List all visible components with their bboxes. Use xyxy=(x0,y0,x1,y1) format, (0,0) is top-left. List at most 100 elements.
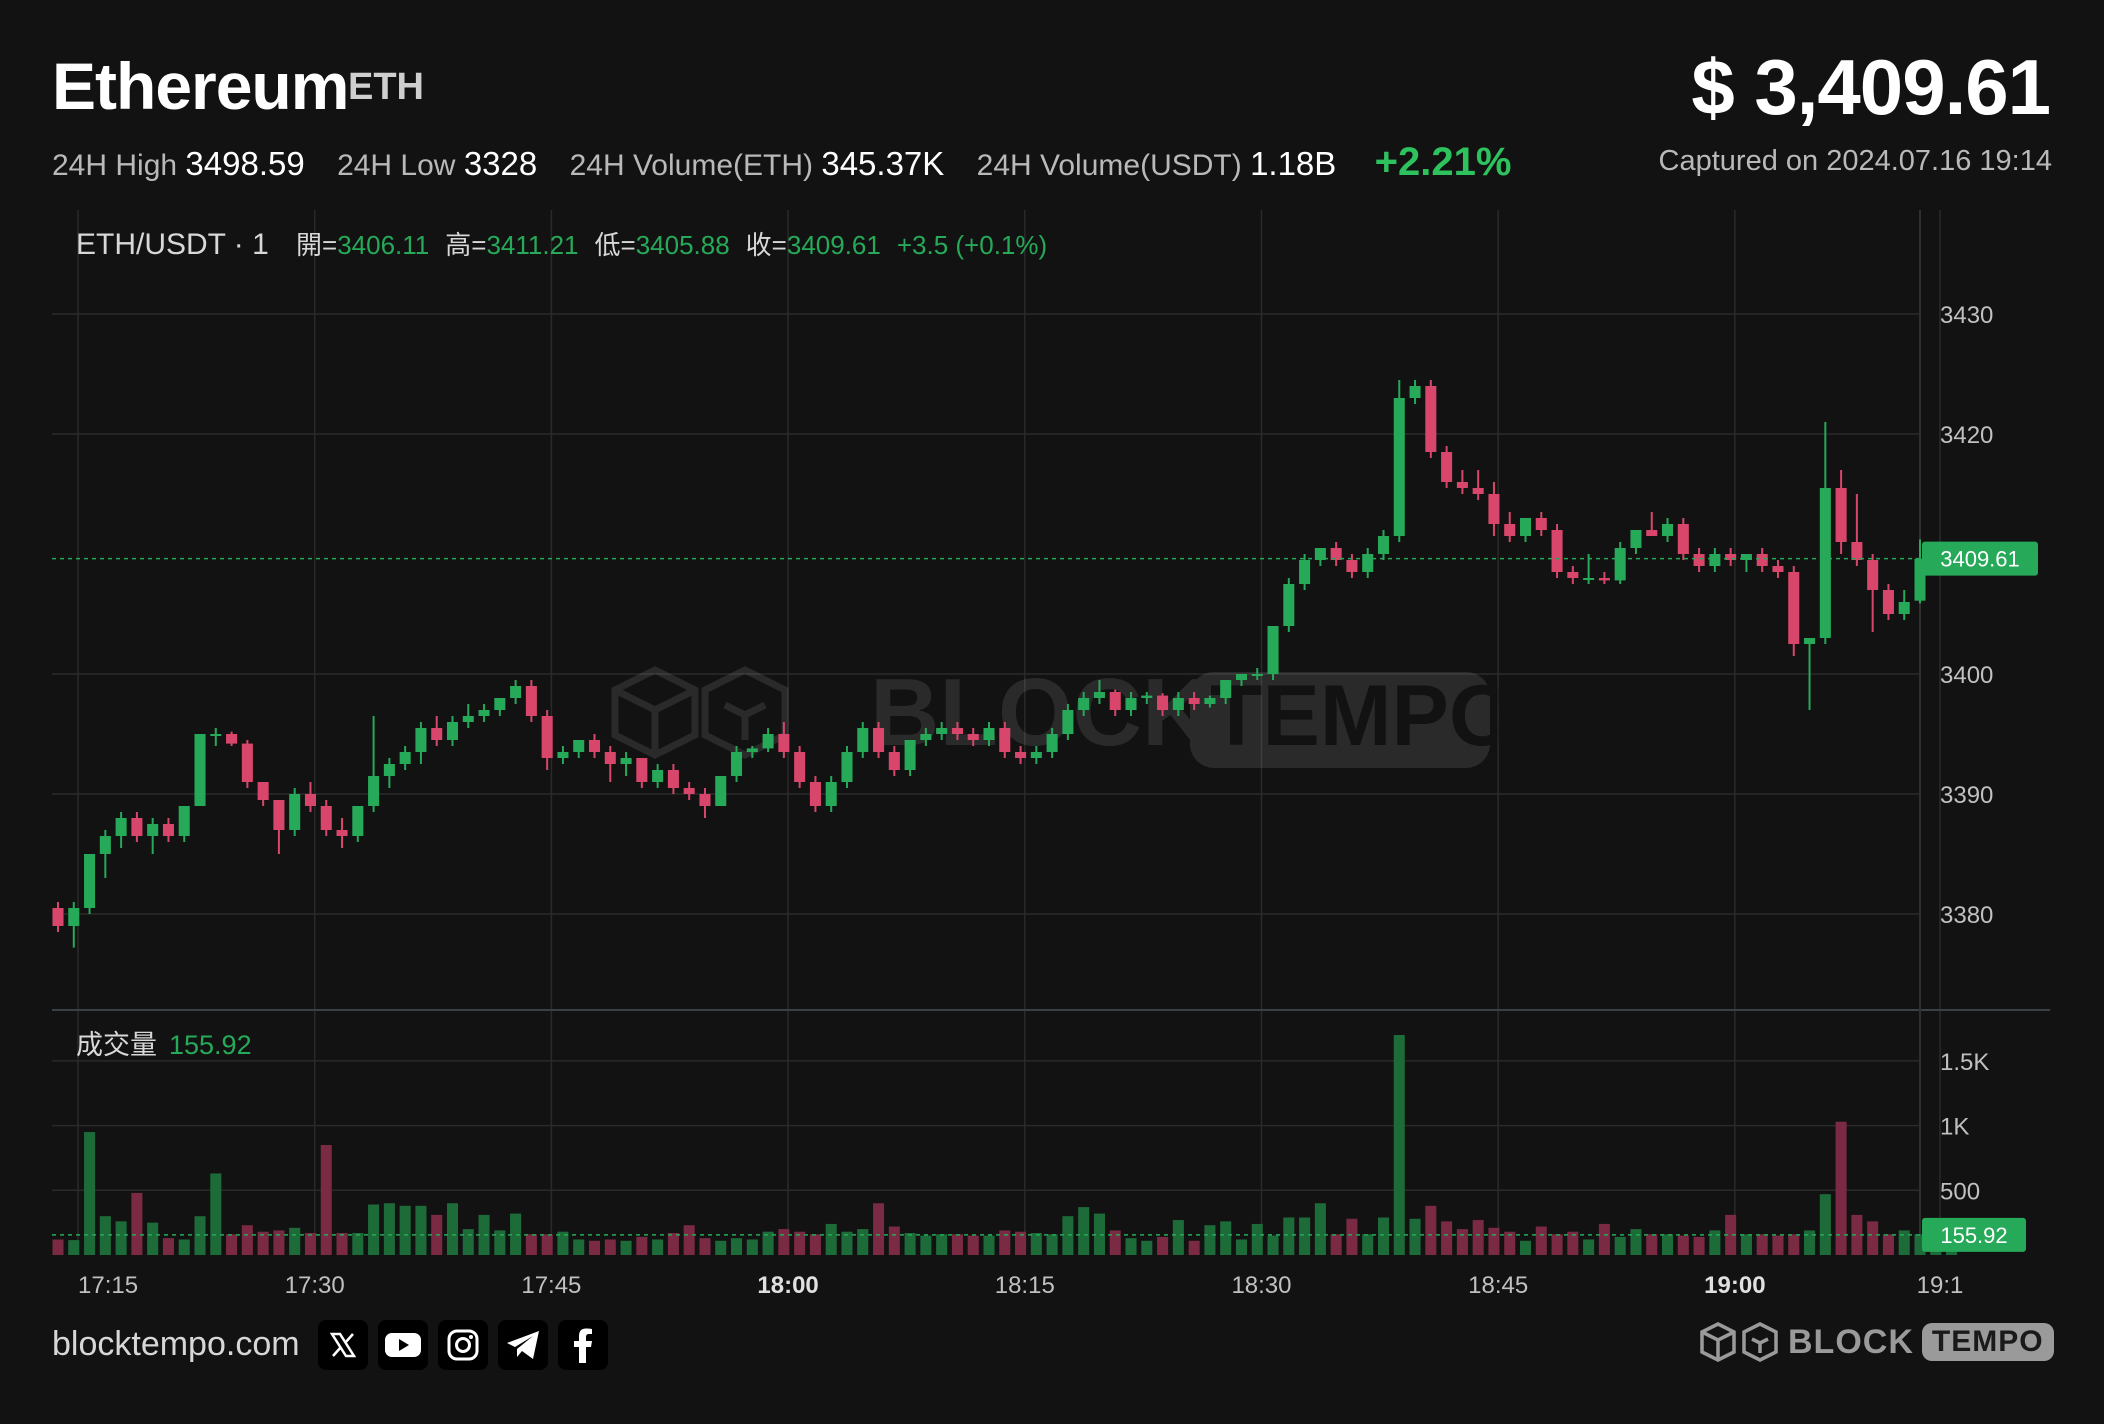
volume-bar xyxy=(1519,1240,1532,1255)
candle xyxy=(462,704,474,728)
candle-body xyxy=(383,764,395,776)
volume-bar xyxy=(336,1233,348,1255)
stat-high-value: 3498.59 xyxy=(185,145,305,182)
candle-body xyxy=(1362,554,1374,572)
candle xyxy=(1172,692,1184,716)
candle-body xyxy=(1157,695,1169,710)
candle-body xyxy=(1614,548,1626,581)
volume-bar xyxy=(1157,1236,1169,1255)
candle-body xyxy=(304,794,316,806)
telegram-icon[interactable] xyxy=(498,1320,548,1370)
candle-body xyxy=(1172,698,1184,710)
social-links xyxy=(318,1320,608,1370)
x-twitter-icon[interactable] xyxy=(318,1320,368,1370)
candle-body xyxy=(888,752,900,770)
price-chart[interactable]: BLOCK TEMPO 3430 3420 3400 3390 3380 1.5K 1K 50… xyxy=(0,200,2104,1300)
candle-body xyxy=(1740,554,1752,560)
candle-body xyxy=(1425,386,1437,452)
candle-body xyxy=(841,752,853,782)
candle-body xyxy=(1504,524,1516,536)
candle-body xyxy=(762,734,774,749)
candle xyxy=(352,806,364,842)
candle-body xyxy=(1535,518,1547,530)
candle xyxy=(68,902,80,948)
candle xyxy=(778,722,790,758)
candle-body xyxy=(84,854,96,908)
candle xyxy=(1725,548,1737,566)
candle xyxy=(541,710,553,770)
candle xyxy=(1898,590,1910,620)
candle-body xyxy=(1015,752,1027,758)
candle-body xyxy=(699,794,711,806)
volume-bar xyxy=(1835,1121,1847,1255)
candle xyxy=(841,746,853,788)
candle xyxy=(289,788,301,836)
candle-body xyxy=(68,908,80,926)
candle xyxy=(368,716,380,812)
volume-bar xyxy=(1299,1217,1311,1255)
candle xyxy=(431,716,443,746)
candle-body xyxy=(115,818,127,836)
last-volume-tag-label: 155.92 xyxy=(1940,1223,2007,1248)
candle xyxy=(857,722,869,758)
volume-bar xyxy=(1393,1035,1405,1255)
candle xyxy=(1456,470,1468,494)
header: Ethereum ETH $ 3,409.61 24H High 3498.59… xyxy=(0,0,2104,200)
close-key: 收= xyxy=(746,230,787,260)
candle xyxy=(131,812,143,842)
stat-vol-usdt-value: 1.18B xyxy=(1250,145,1337,182)
candle xyxy=(241,740,253,788)
blocktempo-logo-icon xyxy=(1700,1322,1778,1362)
candle-body xyxy=(1314,548,1326,560)
volume-bar xyxy=(462,1229,474,1255)
candle xyxy=(1535,512,1547,536)
candle xyxy=(1630,530,1642,554)
volume-bar xyxy=(352,1233,364,1255)
candle-body xyxy=(1283,584,1295,626)
candle-body xyxy=(1772,566,1784,572)
candle-body xyxy=(178,806,190,836)
candle-body xyxy=(1062,710,1074,734)
price-tick-label: 3430 xyxy=(1940,302,1993,329)
low-key: 低= xyxy=(595,230,636,260)
site-url[interactable]: blocktempo.com xyxy=(52,1325,300,1363)
candle-body xyxy=(1377,536,1390,554)
change-percent: +2.21% xyxy=(1374,140,1512,184)
candle-body xyxy=(241,743,253,782)
candle-body xyxy=(1267,626,1279,674)
time-tick-label: 18:30 xyxy=(1231,1272,1291,1299)
volume-bar xyxy=(904,1233,916,1255)
youtube-icon[interactable] xyxy=(378,1320,428,1370)
candle xyxy=(683,782,695,800)
facebook-icon[interactable] xyxy=(558,1320,608,1370)
volume-bar xyxy=(162,1238,174,1255)
candle-body xyxy=(746,748,758,752)
candle xyxy=(1551,524,1563,578)
watermark-logo: BLOCK TEMPO xyxy=(611,659,1516,768)
volume-bar xyxy=(1867,1221,1879,1255)
volume-bar xyxy=(715,1240,727,1255)
volume-bar xyxy=(1677,1235,1689,1255)
candle xyxy=(1441,446,1453,488)
candle xyxy=(1598,572,1610,584)
volume-bar xyxy=(778,1229,790,1255)
candle xyxy=(1804,638,1816,710)
candle xyxy=(1882,584,1894,620)
stat-low-value: 3328 xyxy=(463,145,538,182)
volume-tick-label: 1K xyxy=(1940,1114,1969,1141)
candle-body xyxy=(1488,494,1500,524)
instagram-icon[interactable] xyxy=(438,1320,488,1370)
candle-body xyxy=(1677,524,1689,554)
volume-bar xyxy=(936,1234,948,1255)
volume-bar xyxy=(920,1235,932,1255)
volume-bar xyxy=(115,1221,127,1255)
candle-body xyxy=(1804,638,1816,644)
candle xyxy=(1125,692,1137,716)
volume-bar xyxy=(1551,1234,1563,1255)
pair-label: ETH/USDT · 1 xyxy=(76,228,269,261)
candle-body xyxy=(510,686,522,698)
candle-body xyxy=(1519,518,1532,536)
stat-high-label: 24H High xyxy=(52,149,178,182)
candle xyxy=(1646,512,1658,536)
candle xyxy=(951,722,963,740)
